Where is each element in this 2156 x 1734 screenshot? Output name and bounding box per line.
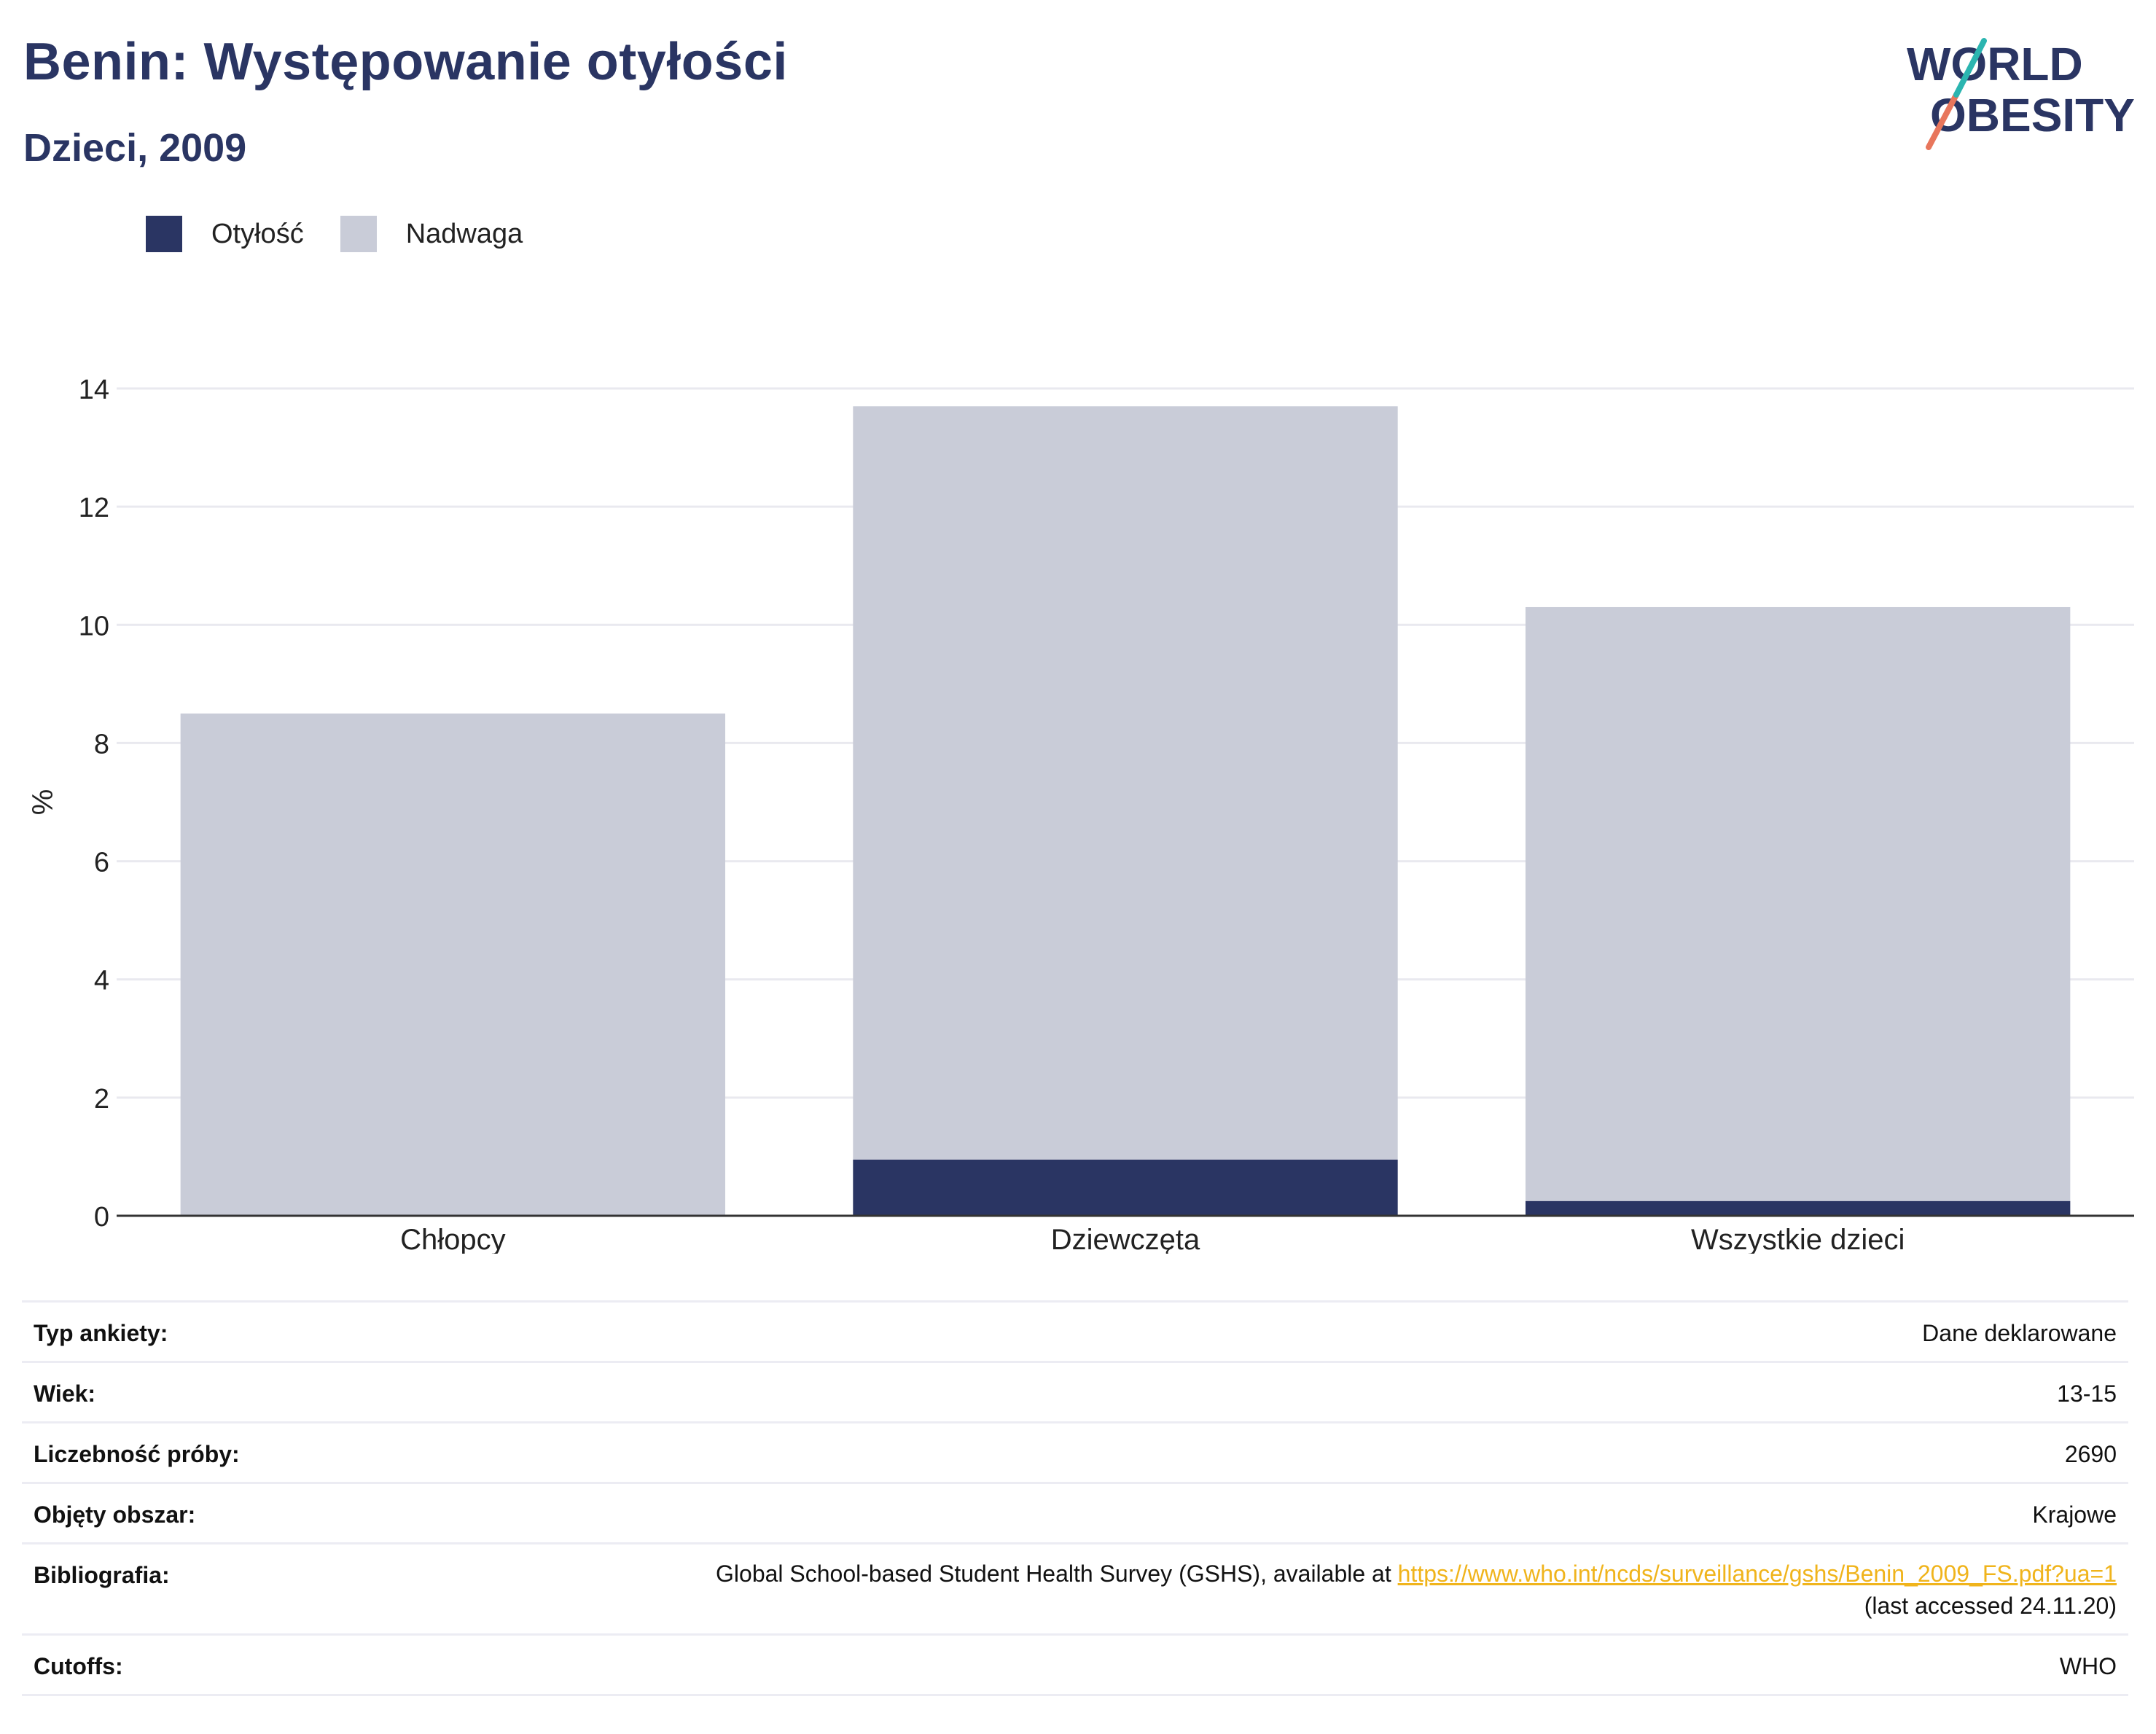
bibliography-link[interactable]: https://www.who.int/ncds/surveillance/gs… bbox=[1397, 1561, 2117, 1587]
sample-size-value: 2690 bbox=[2064, 1441, 2117, 1467]
legend-item-nadwaga[interactable]: Nadwaga bbox=[340, 216, 523, 252]
x-tick-label: Wszystkie dzieci bbox=[1691, 1224, 1905, 1254]
legend-label-otylosc: Otyłość bbox=[211, 218, 304, 249]
legend-label-nadwaga: Nadwaga bbox=[405, 218, 523, 249]
details-row-age: Wiek: 13-15 bbox=[22, 1363, 2128, 1423]
cutoffs-value: WHO bbox=[2059, 1653, 2117, 1679]
y-tick-label: 6 bbox=[94, 848, 109, 878]
details-row-coverage: Objęty obszar: Krajowe bbox=[22, 1484, 2128, 1544]
survey-details-table: Typ ankiety: Dane deklarowane Wiek: 13-1… bbox=[22, 1300, 2128, 1696]
age-label: Wiek: bbox=[34, 1380, 96, 1407]
world-obesity-logo: WORLD OBESITY bbox=[1907, 38, 2135, 150]
y-tick-label: 4 bbox=[94, 966, 109, 996]
y-tick-label: 10 bbox=[79, 611, 109, 641]
sample-size-label: Liczebność próby: bbox=[34, 1441, 240, 1467]
chart-legend: Otyłość Nadwaga bbox=[146, 216, 559, 252]
svg-text:OBESITY: OBESITY bbox=[1930, 89, 2135, 141]
bar-chart: 0 2 4 6 8 10 12 14% Chłopcy Dziewczęta Wszystkie d… bbox=[27, 375, 2134, 1254]
details-row-bibliography: Bibliografia: Global School-based Studen… bbox=[22, 1544, 2128, 1636]
coverage-value: Krajowe bbox=[2032, 1501, 2117, 1528]
bar-nadwaga bbox=[1525, 606, 2071, 1201]
page-subtitle: Dzieci, 2009 bbox=[23, 126, 247, 170]
survey-type-label: Typ ankiety: bbox=[34, 1320, 168, 1346]
legend-swatch-otylosc bbox=[146, 216, 182, 252]
bar-otylosc bbox=[853, 1159, 1398, 1216]
y-tick-label: 14 bbox=[79, 375, 109, 405]
x-tick-label: Chłopcy bbox=[400, 1224, 506, 1254]
legend-item-otylosc[interactable]: Otyłość bbox=[146, 216, 304, 252]
survey-type-value: Dane deklarowane bbox=[1922, 1320, 2117, 1346]
y-tick-label: 2 bbox=[94, 1084, 109, 1114]
bar-nadwaga bbox=[853, 406, 1398, 1160]
page-title: Benin: Występowanie otyłości bbox=[23, 33, 788, 91]
details-row-sample-size: Liczebność próby: 2690 bbox=[22, 1423, 2128, 1484]
x-tick-label: Dziewczęta bbox=[1051, 1224, 1200, 1254]
bibliography-text: Global School-based Student Health Surve… bbox=[716, 1561, 1398, 1587]
y-tick-label: 8 bbox=[94, 729, 109, 759]
bibliography-accessed: (last accessed 24.11.20) bbox=[1864, 1593, 2117, 1619]
age-value: 13-15 bbox=[2057, 1380, 2117, 1407]
bar-nadwaga bbox=[180, 713, 726, 1216]
bibliography-value: Global School-based Student Health Surve… bbox=[716, 1558, 2117, 1622]
details-row-survey-type: Typ ankiety: Dane deklarowane bbox=[22, 1303, 2128, 1363]
coverage-label: Objęty obszar: bbox=[34, 1501, 196, 1528]
y-axis-label: % bbox=[27, 789, 59, 816]
svg-text:WORLD: WORLD bbox=[1907, 38, 2083, 90]
cutoffs-label: Cutoffs: bbox=[34, 1653, 123, 1679]
y-tick-label: 0 bbox=[94, 1202, 109, 1233]
bibliography-label: Bibliografia: bbox=[34, 1562, 170, 1588]
y-tick-label: 12 bbox=[79, 493, 109, 523]
bar-otylosc bbox=[1525, 1200, 2071, 1216]
details-row-cutoffs: Cutoffs: WHO bbox=[22, 1636, 2128, 1696]
legend-swatch-nadwaga bbox=[340, 216, 377, 252]
